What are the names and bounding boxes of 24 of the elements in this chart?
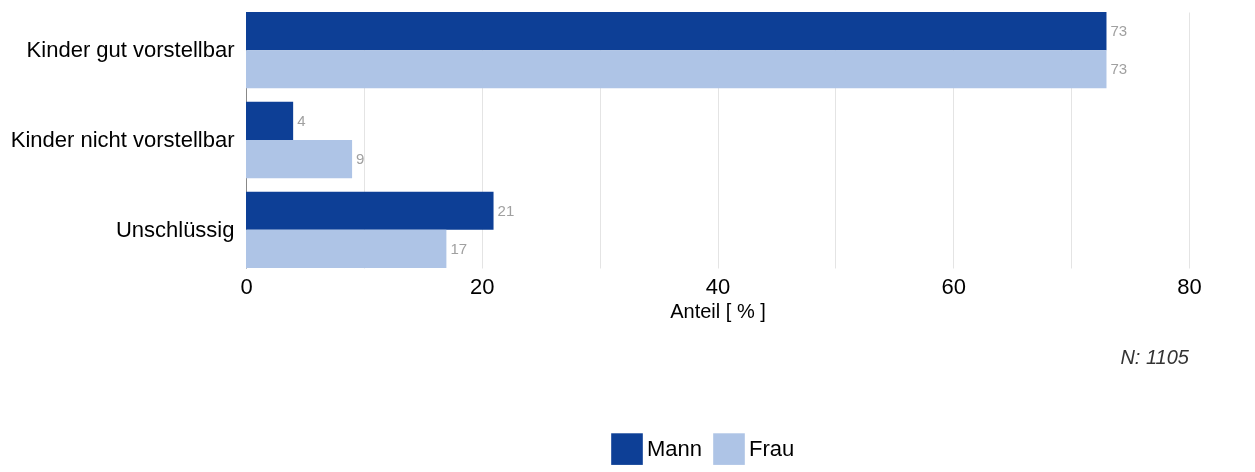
- bar: [246, 101, 294, 140]
- data-label: 73: [1110, 22, 1128, 40]
- data-label: 17: [450, 239, 468, 257]
- y-tick-label: Kinder nicht vorstellbar: [10, 127, 235, 152]
- bar: [246, 140, 353, 179]
- data-label: 9: [356, 150, 365, 168]
- x-tick-label: 40: [705, 273, 731, 299]
- data-label: 4: [297, 111, 306, 129]
- bar: [246, 12, 1107, 51]
- data-label: 21: [497, 201, 515, 219]
- y-tick-label: Unschlüssig: [115, 216, 235, 242]
- x-tick-label: 0: [240, 273, 253, 299]
- bar: [246, 229, 447, 268]
- x-axis-title: Anteil [ % ]: [670, 299, 766, 322]
- bar: [246, 191, 494, 230]
- x-tick-label: 60: [941, 273, 966, 299]
- x-tick-label: 80: [1177, 273, 1202, 299]
- text: N: 1105: [1120, 346, 1190, 368]
- x-tick-label: 20: [470, 273, 495, 299]
- bar: [246, 50, 1107, 89]
- data-label: 73: [1110, 60, 1128, 78]
- y-tick-label: Kinder gut vorstellbar: [26, 37, 235, 63]
- legend-label: Mann: [647, 436, 703, 462]
- legend-label: Frau: [749, 436, 795, 462]
